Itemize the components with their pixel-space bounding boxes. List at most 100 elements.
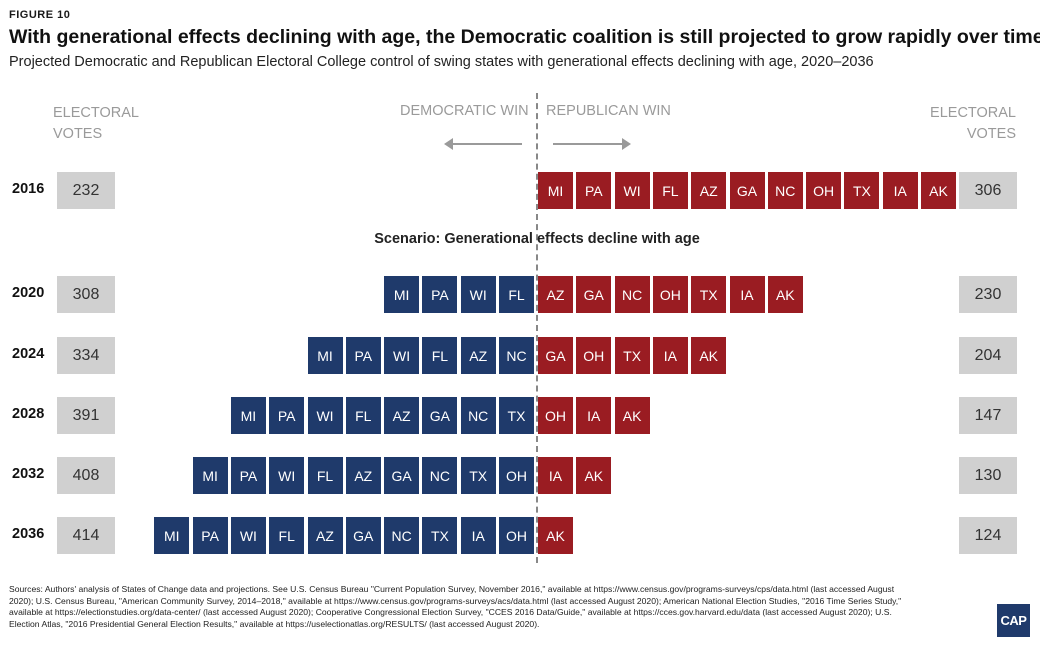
- republican-state-box: AZ: [538, 276, 573, 313]
- republican-state-box: IA: [882, 172, 918, 209]
- democratic-state-box: FL: [307, 457, 343, 494]
- republican-state-box: IA: [576, 397, 612, 434]
- democratic-state-box: MI: [384, 276, 420, 313]
- democratic-state-box: GA: [422, 397, 458, 434]
- democratic-state-box: AZ: [384, 397, 420, 434]
- republican-state-box: TX: [691, 276, 727, 313]
- democratic-state-box: FL: [345, 397, 381, 434]
- republican-state-box: AK: [576, 457, 612, 494]
- republican-state-box: GA: [538, 337, 573, 374]
- left-header-line2: VOTES: [53, 126, 103, 142]
- democratic-state-box: PA: [422, 276, 458, 313]
- republican-state-box: IA: [729, 276, 765, 313]
- democratic-state-box: TX: [499, 397, 534, 434]
- republican-state-box: AK: [767, 276, 803, 313]
- democratic-state-box: PA: [345, 337, 381, 374]
- democratic-state-box: FL: [499, 276, 534, 313]
- republican-electoral-votes: 204: [959, 337, 1017, 374]
- democratic-state-box: NC: [422, 457, 458, 494]
- democratic-state-box: PA: [192, 517, 228, 554]
- democratic-electoral-votes: 334: [57, 337, 115, 374]
- republican-state-box: TX: [844, 172, 880, 209]
- republican-state-box: IA: [652, 337, 688, 374]
- republican-state-box: PA: [576, 172, 612, 209]
- democratic-state-box: AZ: [345, 457, 381, 494]
- republican-electoral-votes: 124: [959, 517, 1017, 554]
- democratic-state-box: WI: [269, 457, 305, 494]
- republican-electoral-votes: 230: [959, 276, 1017, 313]
- democratic-state-box: WI: [230, 517, 266, 554]
- republican-state-box: OH: [576, 337, 612, 374]
- right-arrow-icon: [553, 138, 631, 150]
- democratic-state-box: IA: [460, 517, 496, 554]
- republican-state-box: NC: [614, 276, 650, 313]
- cap-logo: CAP: [997, 604, 1030, 637]
- democratic-state-box: WI: [307, 397, 343, 434]
- republican-win-label: REPUBLICAN WIN: [546, 103, 671, 119]
- democratic-state-box: TX: [460, 457, 496, 494]
- democratic-state-box: MI: [307, 337, 343, 374]
- democratic-win-label: DEMOCRATIC WIN: [400, 103, 529, 119]
- democratic-state-box: AZ: [460, 337, 496, 374]
- republican-state-box: WI: [614, 172, 650, 209]
- scenario-label: Scenario: Generational effects decline w…: [374, 231, 700, 247]
- democratic-state-box: GA: [345, 517, 381, 554]
- democratic-state-box: PA: [269, 397, 305, 434]
- right-header-line1: ELECTORAL: [930, 105, 1016, 121]
- year-label: 2024: [12, 346, 45, 362]
- democratic-state-box: OH: [499, 457, 534, 494]
- republican-state-box: AK: [538, 517, 573, 554]
- right-header-line2: VOTES: [966, 126, 1016, 142]
- democratic-state-box: MI: [192, 457, 228, 494]
- republican-state-box: IA: [538, 457, 573, 494]
- republican-electoral-votes: 306: [959, 172, 1017, 209]
- democratic-state-box: FL: [422, 337, 458, 374]
- republican-electoral-votes: 130: [959, 457, 1017, 494]
- chart-title: With generational effects declining with…: [9, 26, 1040, 48]
- center-divider-line: [536, 93, 538, 563]
- democratic-electoral-votes: 391: [57, 397, 115, 434]
- republican-state-box: OH: [652, 276, 688, 313]
- republican-state-box: AK: [691, 337, 727, 374]
- republican-state-box: NC: [767, 172, 803, 209]
- democratic-state-box: MI: [154, 517, 190, 554]
- republican-state-box: AK: [614, 397, 650, 434]
- republican-state-box: OH: [538, 397, 573, 434]
- democratic-state-box: NC: [499, 337, 534, 374]
- left-arrow-icon: [444, 138, 522, 150]
- democratic-electoral-votes: 232: [57, 172, 115, 209]
- left-electoral-votes-header: ELECTORAL VOTES: [53, 103, 139, 145]
- democratic-state-box: GA: [384, 457, 420, 494]
- republican-state-box: GA: [729, 172, 765, 209]
- republican-state-box: FL: [652, 172, 688, 209]
- democratic-state-box: NC: [384, 517, 420, 554]
- democratic-state-box: WI: [460, 276, 496, 313]
- democratic-state-box: AZ: [307, 517, 343, 554]
- left-header-line1: ELECTORAL: [53, 105, 139, 121]
- year-label: 2028: [12, 406, 45, 422]
- democratic-state-box: MI: [230, 397, 266, 434]
- year-label: 2020: [12, 285, 45, 301]
- democratic-electoral-votes: 408: [57, 457, 115, 494]
- democratic-state-box: OH: [499, 517, 534, 554]
- year-label: 2032: [12, 466, 45, 482]
- republican-state-box: OH: [806, 172, 842, 209]
- democratic-state-box: NC: [460, 397, 496, 434]
- chart-subtitle: Projected Democratic and Republican Elec…: [9, 54, 874, 70]
- democratic-state-box: PA: [230, 457, 266, 494]
- year-label: 2016: [12, 181, 45, 197]
- year-label: 2036: [12, 526, 45, 542]
- democratic-state-box: WI: [384, 337, 420, 374]
- republican-state-box: AK: [921, 172, 956, 209]
- democratic-electoral-votes: 414: [57, 517, 115, 554]
- right-electoral-votes-header: ELECTORAL VOTES: [918, 103, 1016, 145]
- republican-state-box: TX: [614, 337, 650, 374]
- democratic-state-box: FL: [269, 517, 305, 554]
- figure-label: FIGURE 10: [9, 9, 71, 21]
- republican-state-box: AZ: [691, 172, 727, 209]
- republican-electoral-votes: 147: [959, 397, 1017, 434]
- sources-note: Sources: Authors' analysis of States of …: [9, 584, 902, 629]
- democratic-state-box: TX: [422, 517, 458, 554]
- democratic-electoral-votes: 308: [57, 276, 115, 313]
- republican-state-box: GA: [576, 276, 612, 313]
